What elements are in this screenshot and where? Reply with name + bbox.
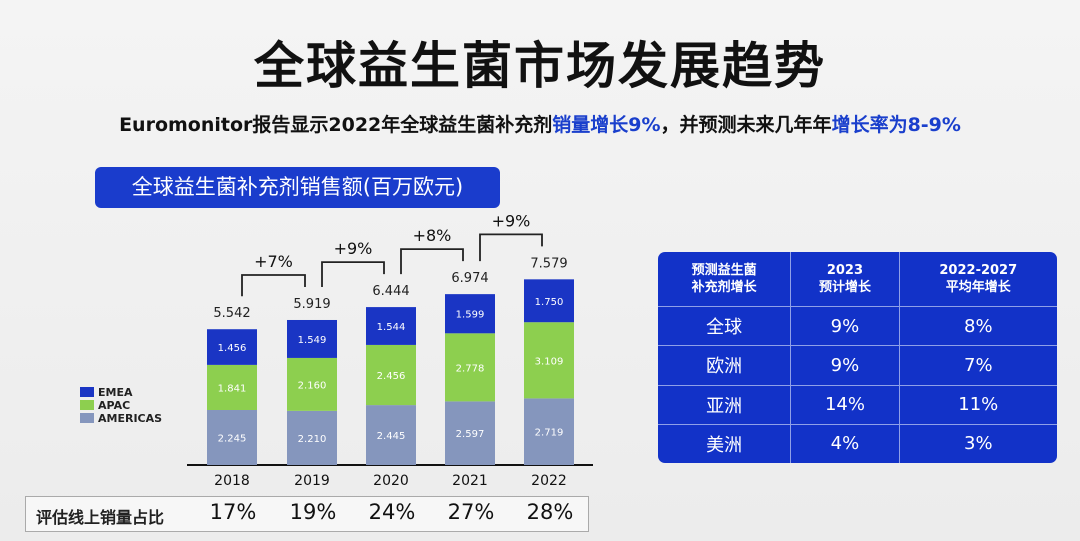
online-share-value: 24% xyxy=(368,500,416,524)
x-tick-label: 2019 xyxy=(294,473,330,489)
table-cell: 全球 xyxy=(658,305,792,347)
bar-segment-americas xyxy=(524,398,574,465)
total-label: 6.444 xyxy=(372,284,409,299)
segment-label: 2.210 xyxy=(298,434,327,445)
table-cell: 9% xyxy=(790,305,900,347)
total-label: 7.579 xyxy=(530,256,567,271)
table-cell: 欧洲 xyxy=(658,345,792,386)
online-share-label: 评估线上销量占比 xyxy=(36,508,165,527)
growth-forecast-table: 预测益生菌 补充剂增长 2023 预计增长 2022-2027 平均年增长 全球 9% 8… xyxy=(658,252,1057,463)
segment-label: 1.841 xyxy=(218,383,247,394)
growth-bracket xyxy=(241,274,306,297)
bar-segment-apac xyxy=(366,344,416,406)
table-cell: 亚洲 xyxy=(658,384,792,425)
total-label: 6.974 xyxy=(451,271,488,286)
subtitle-text: Euromonitor报告显示2022年全球益生菌补充剂 xyxy=(119,114,553,136)
bar-segment-americas xyxy=(366,405,416,465)
table-row: 美洲 4% 3% xyxy=(658,423,1057,463)
bar-segment-emea xyxy=(207,329,257,365)
segment-label: 2.778 xyxy=(456,363,485,374)
segment-label: 1.549 xyxy=(298,335,327,346)
segment-label: 1.750 xyxy=(535,297,564,308)
segment-label: 2.160 xyxy=(298,380,327,391)
legend-label: EMEA xyxy=(98,386,133,399)
table-cell: 8% xyxy=(898,305,1057,347)
bar-segment-emea xyxy=(524,279,574,323)
growth-bracket xyxy=(479,233,543,262)
segment-label: 1.456 xyxy=(218,343,247,354)
growth-label: +7% xyxy=(254,252,293,271)
bar-segment-emea xyxy=(366,307,416,345)
bar-segment-emea xyxy=(445,294,495,334)
online-share-value: 28% xyxy=(526,500,574,524)
growth-bracket xyxy=(400,248,464,275)
subtitle-highlight: 增长率为8-9% xyxy=(831,114,961,136)
bar-segment-apac xyxy=(207,364,257,410)
segment-label: 2.445 xyxy=(377,431,406,442)
online-share-value: 27% xyxy=(447,500,495,524)
table-row: 亚洲 14% 11% xyxy=(658,384,1057,425)
table-cell: 11% xyxy=(898,384,1057,425)
subtitle-highlight: 销量增长9% xyxy=(552,114,661,136)
segment-label: 2.245 xyxy=(218,433,247,444)
chart-title: 全球益生菌补充剂销售额(百万欧元) xyxy=(95,167,500,208)
table-cell: 美洲 xyxy=(658,423,792,463)
segment-label: 2.719 xyxy=(535,428,564,439)
bar-segment-americas xyxy=(207,409,257,465)
table-header-cell: 2022-2027 平均年增长 xyxy=(898,252,1057,307)
segment-label: 1.544 xyxy=(377,322,406,333)
table-header-cell: 预测益生菌 补充剂增长 xyxy=(658,252,792,307)
table-cell: 4% xyxy=(790,423,900,463)
segment-label: 2.456 xyxy=(377,371,406,382)
page-title: 全球益生菌市场发展趋势 xyxy=(254,37,826,95)
legend-swatch xyxy=(80,400,94,410)
growth-label: +9% xyxy=(492,211,531,230)
x-tick-label: 2018 xyxy=(214,473,250,489)
table-cell: 7% xyxy=(898,345,1057,386)
bar-segment-americas xyxy=(287,410,337,465)
total-label: 5.542 xyxy=(213,306,250,321)
legend-swatch xyxy=(80,413,94,423)
legend-label: APAC xyxy=(98,399,130,412)
online-share-value: 19% xyxy=(289,500,337,524)
subtitle: Euromonitor报告显示2022年全球益生菌补充剂销量增长9%，并预测未来… xyxy=(0,110,1080,137)
bar-segment-apac xyxy=(445,333,495,402)
table-row: 全球 9% 8% xyxy=(658,305,1057,347)
total-label: 5.919 xyxy=(293,297,330,312)
table-cell: 9% xyxy=(790,345,900,386)
segment-label: 1.599 xyxy=(456,310,485,321)
table-row: 欧洲 9% 7% xyxy=(658,345,1057,386)
x-tick-label: 2022 xyxy=(531,473,567,489)
bar-segment-apac xyxy=(287,357,337,411)
bar-segment-americas xyxy=(445,401,495,465)
table-cell: 3% xyxy=(898,423,1057,463)
bar-segment-emea xyxy=(287,319,337,358)
growth-label: +9% xyxy=(334,239,373,258)
legend-label: AMERICAS xyxy=(98,412,162,425)
subtitle-text: ，并预测未来几年年 xyxy=(660,114,832,136)
online-share-value: 17% xyxy=(209,500,257,524)
bar-segment-apac xyxy=(524,322,574,399)
x-tick-label: 2021 xyxy=(452,473,488,489)
growth-label: +8% xyxy=(413,226,452,245)
segment-label: 2.597 xyxy=(456,429,485,440)
segment-label: 3.109 xyxy=(535,356,564,367)
online-share-row: 评估线上销量占比 17% 19% 24% 27% 28% xyxy=(25,496,589,532)
growth-bracket xyxy=(321,261,385,287)
table-cell: 14% xyxy=(790,384,900,425)
legend-swatch xyxy=(80,387,94,397)
table-header-cell: 2023 预计增长 xyxy=(790,252,900,307)
x-tick-label: 2020 xyxy=(373,473,409,489)
